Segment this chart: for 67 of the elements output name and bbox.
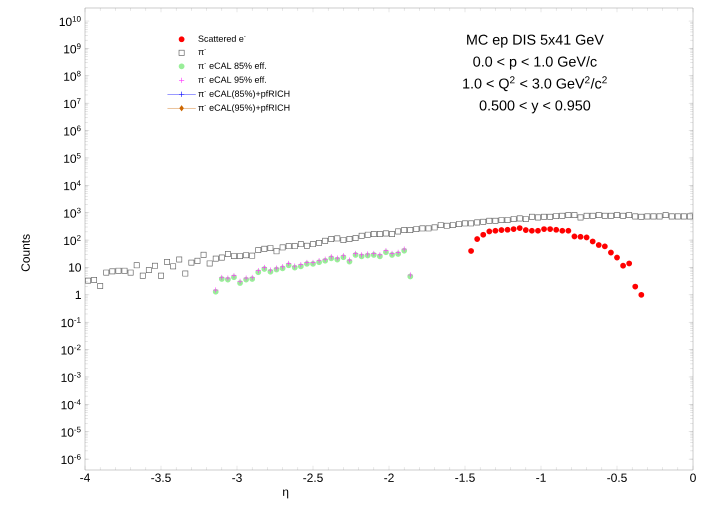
point	[553, 226, 560, 233]
point	[474, 236, 480, 242]
legend-label: π$^{-}$ eCAL(95%)+pfRICH	[198, 104, 290, 113]
point	[572, 234, 578, 240]
point	[498, 227, 504, 233]
y-tick-label: 1	[76, 290, 81, 299]
y-tick-label: 10$^{4}$	[64, 180, 81, 190]
x-tick-label: -2	[384, 474, 394, 482]
point	[638, 292, 644, 298]
point	[596, 242, 602, 248]
point	[516, 225, 523, 231]
point	[547, 226, 554, 232]
y-axis-title: Counts	[21, 234, 30, 272]
annotation: 0.0 < p < 1.0 GeV/c	[473, 56, 597, 70]
y-tick-label: 10$^{-2}$	[62, 344, 81, 355]
point	[626, 260, 632, 266]
x-tick-label: 0	[690, 474, 696, 482]
point	[492, 228, 498, 234]
legend-label: π$^{-}$ eCAL(85%)+pfRICH	[198, 90, 290, 99]
point	[510, 226, 517, 232]
point	[632, 284, 638, 290]
point	[565, 228, 572, 234]
point	[578, 234, 584, 240]
point	[535, 228, 541, 234]
point	[541, 226, 547, 232]
x-tick-label: -4	[80, 474, 90, 482]
x-tick-label: -1.5	[455, 474, 475, 482]
point	[620, 262, 626, 269]
point	[528, 228, 535, 234]
y-tick-label: 10$^{8}$	[64, 70, 81, 81]
y-tick-label: 10$^{3}$	[64, 208, 81, 218]
y-tick-label: 10$^{6}$	[64, 126, 81, 136]
annotation: MC ep DIS 5x41 GeV	[467, 34, 604, 48]
x-tick-label: -0.5	[607, 474, 627, 482]
point	[614, 254, 620, 260]
point	[486, 228, 492, 234]
y-tick-label: 10$^{-3}$	[62, 372, 81, 382]
legend-label: π$^{-}$ eCAL 85% eff.	[198, 62, 266, 69]
y-tick-label: 10$^{2}$	[64, 235, 81, 246]
y-tick-label: 10$^{9}$	[64, 43, 81, 54]
point	[480, 232, 486, 238]
point	[522, 227, 529, 233]
point	[504, 226, 510, 233]
y-tick-label: 10$^{-4}$	[62, 399, 81, 410]
x-tick-label: -3	[232, 474, 242, 482]
y-tick-label: 10$^{5}$	[64, 152, 81, 163]
point	[602, 243, 608, 250]
point	[559, 228, 566, 234]
legend-label: Scattered e$^{-}$	[198, 35, 246, 42]
x-tick-label: -3.5	[151, 474, 171, 482]
point	[468, 248, 474, 254]
x-tick-label: -1	[536, 474, 546, 482]
annotation: 1.0 < Q$^{2}$ < 3.0 GeV$^{2}$/c$^{2}$	[463, 76, 607, 92]
y-tick-label: 10$^{-6}$	[62, 454, 81, 464]
y-tick-label: 10$^{-1}$	[62, 317, 81, 328]
legend-label: π$^{-}$ eCAL 95% eff.	[198, 76, 266, 83]
legend-label: π$^{-}$	[198, 49, 206, 55]
x-tick-label: -2.5	[303, 474, 323, 482]
y-tick-label: 10	[69, 263, 82, 272]
point	[608, 250, 614, 256]
x-axis-title: η	[282, 489, 288, 498]
point	[584, 234, 590, 240]
y-tick-label: 10$^{7}$	[64, 98, 81, 108]
point	[590, 238, 596, 244]
y-tick-label: 10$^{10}$	[60, 16, 81, 26]
y-tick-label: 10$^{-5}$	[62, 426, 81, 437]
annotation: 0.500 < y < 0.950	[480, 100, 590, 114]
